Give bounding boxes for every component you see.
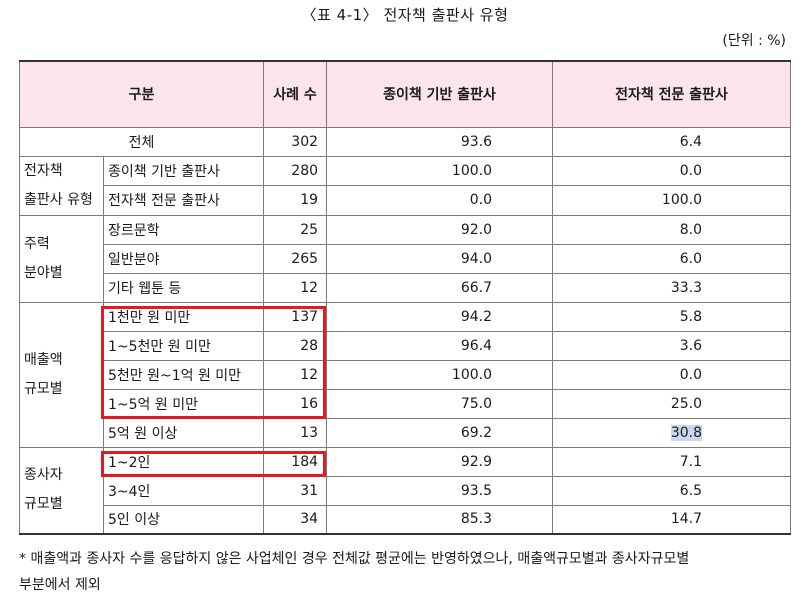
value-cell: 100.0: [552, 185, 792, 216]
table-header-row: 구분 사례 수 종이책 기반 출판사 전자책 전문 출판사: [18, 60, 792, 128]
cases-cell: 28: [263, 330, 328, 361]
cases-cell: 31: [263, 475, 328, 506]
value-cell: 6.5: [552, 475, 792, 506]
cases-cell: 25: [263, 214, 328, 245]
value-cell: 94.0: [326, 243, 554, 274]
table-row: 기타 웹툰 등 12 66.7 33.3: [20, 272, 792, 303]
value-cell: 92.9: [326, 446, 554, 477]
cases-cell: 16: [263, 388, 328, 419]
row-label: 일반분야: [102, 243, 265, 274]
table-row: 일반분야 265 94.0 6.0: [20, 243, 792, 274]
unit-label: (단위 : %): [722, 33, 786, 49]
value-cell: 93.6: [326, 126, 554, 157]
value-cell: 25.0: [552, 388, 792, 419]
cases-cell: 19: [263, 185, 328, 216]
value-cell: 14.7: [552, 504, 792, 535]
cases-cell: 137: [263, 301, 328, 332]
value-cell: 0.0: [552, 359, 792, 390]
row-label: 1천만 원 미만: [102, 301, 265, 332]
value-cell: 96.4: [326, 330, 554, 361]
table-row: 전자책 전문 출판사 19 0.0 100.0: [20, 185, 792, 216]
group-label: 매출액 규모별: [19, 301, 104, 448]
header-category: 구분: [18, 60, 265, 128]
value-cell: 33.3: [552, 272, 792, 303]
cases-cell: 12: [263, 359, 328, 390]
value-cell: 100.0: [326, 359, 554, 390]
table-row: 1~5억 원 미만 16 75.0 25.0: [20, 388, 792, 419]
table-row: 주력 분야별 장르문학 25 92.0 8.0: [19, 214, 792, 303]
header-col1: 종이책 기반 출판사: [326, 60, 554, 128]
value-cell: 6.4: [552, 126, 792, 157]
value-cell: 5.8: [552, 301, 792, 332]
row-label: 1~2인: [102, 446, 265, 477]
row-label: 5천만 원~1억 원 미만: [102, 359, 265, 390]
data-table: 구분 사례 수 종이책 기반 출판사 전자책 전문 출판사 전체 302 93.…: [18, 60, 792, 535]
value-cell: 92.0: [326, 214, 554, 245]
cases-cell: 184: [263, 446, 328, 477]
row-label: 장르문학: [102, 214, 265, 245]
row-label: 기타 웹툰 등: [102, 272, 265, 303]
value-cell: 69.2: [326, 417, 554, 448]
value-cell: 85.3: [326, 504, 554, 535]
row-label: 5인 이상: [102, 504, 265, 535]
table-row: 종사자 규모별 1~2인 184 92.9 7.1: [19, 446, 792, 535]
cases-cell: 13: [263, 417, 328, 448]
value-cell: 0.0: [552, 155, 792, 186]
value-cell: 94.2: [326, 301, 554, 332]
row-label: 종이책 기반 출판사: [102, 155, 265, 186]
header-col2: 전자책 전문 출판사: [552, 60, 792, 128]
cases-cell: 302: [263, 126, 328, 157]
value-cell: 100.0: [326, 155, 554, 186]
header-cases: 사례 수: [263, 60, 328, 128]
value-cell: 0.0: [326, 185, 554, 216]
row-label: 1~5억 원 미만: [102, 388, 265, 419]
value-cell: 75.0: [326, 388, 554, 419]
cases-cell: 34: [263, 504, 328, 535]
value-cell: 8.0: [552, 214, 792, 245]
table-title: 〈표 4-1〉 전자책 출판사 유형: [301, 6, 509, 24]
value-cell: 30.8: [552, 417, 792, 448]
group-label: 종사자 규모별: [19, 446, 104, 535]
table-row: 전자책 출판사 유형 종이책 기반 출판사 280 100.0 0.0: [19, 155, 792, 216]
table-row: 5천만 원~1억 원 미만 12 100.0 0.0: [20, 359, 792, 390]
group-label: 주력 분야별: [19, 214, 104, 303]
table-row: 5인 이상 34 85.3 14.7: [20, 504, 792, 535]
total-label: 전체: [18, 126, 265, 157]
row-label: 3~4인: [102, 475, 265, 506]
value-cell: 93.5: [326, 475, 554, 506]
cases-cell: 12: [263, 272, 328, 303]
table-row: 3~4인 31 93.5 6.5: [20, 475, 792, 506]
value-cell: 6.0: [552, 243, 792, 274]
row-label: 전자책 전문 출판사: [102, 185, 265, 216]
row-label: 5억 원 이상: [102, 417, 265, 448]
value-cell: 7.1: [552, 446, 792, 477]
value-cell: 3.6: [552, 330, 792, 361]
row-label: 1~5천만 원 미만: [102, 330, 265, 361]
table-row: 5억 원 이상 13 69.2 30.8: [20, 417, 792, 448]
value-cell: 66.7: [326, 272, 554, 303]
footnote-line-1: * 매출액과 종사자 수를 응답하지 않은 사업체인 경우 전체값 평균에는 반…: [19, 551, 690, 567]
footnote: * 매출액과 종사자 수를 응답하지 않은 사업체인 경우 전체값 평균에는 반…: [19, 546, 799, 598]
table-row: 매출액 규모별 1천만 원 미만 137 94.2 5.8: [19, 301, 792, 448]
table-row: 전체 302 93.6 6.4: [18, 126, 792, 157]
footnote-line-2: 부분에서 제외: [19, 577, 101, 593]
table-row: 1~5천만 원 미만 28 96.4 3.6: [20, 330, 792, 361]
group-label: 전자책 출판사 유형: [19, 155, 104, 216]
cases-cell: 265: [263, 243, 328, 274]
cases-cell: 280: [263, 155, 328, 186]
selected-value[interactable]: 30.8: [670, 424, 703, 441]
